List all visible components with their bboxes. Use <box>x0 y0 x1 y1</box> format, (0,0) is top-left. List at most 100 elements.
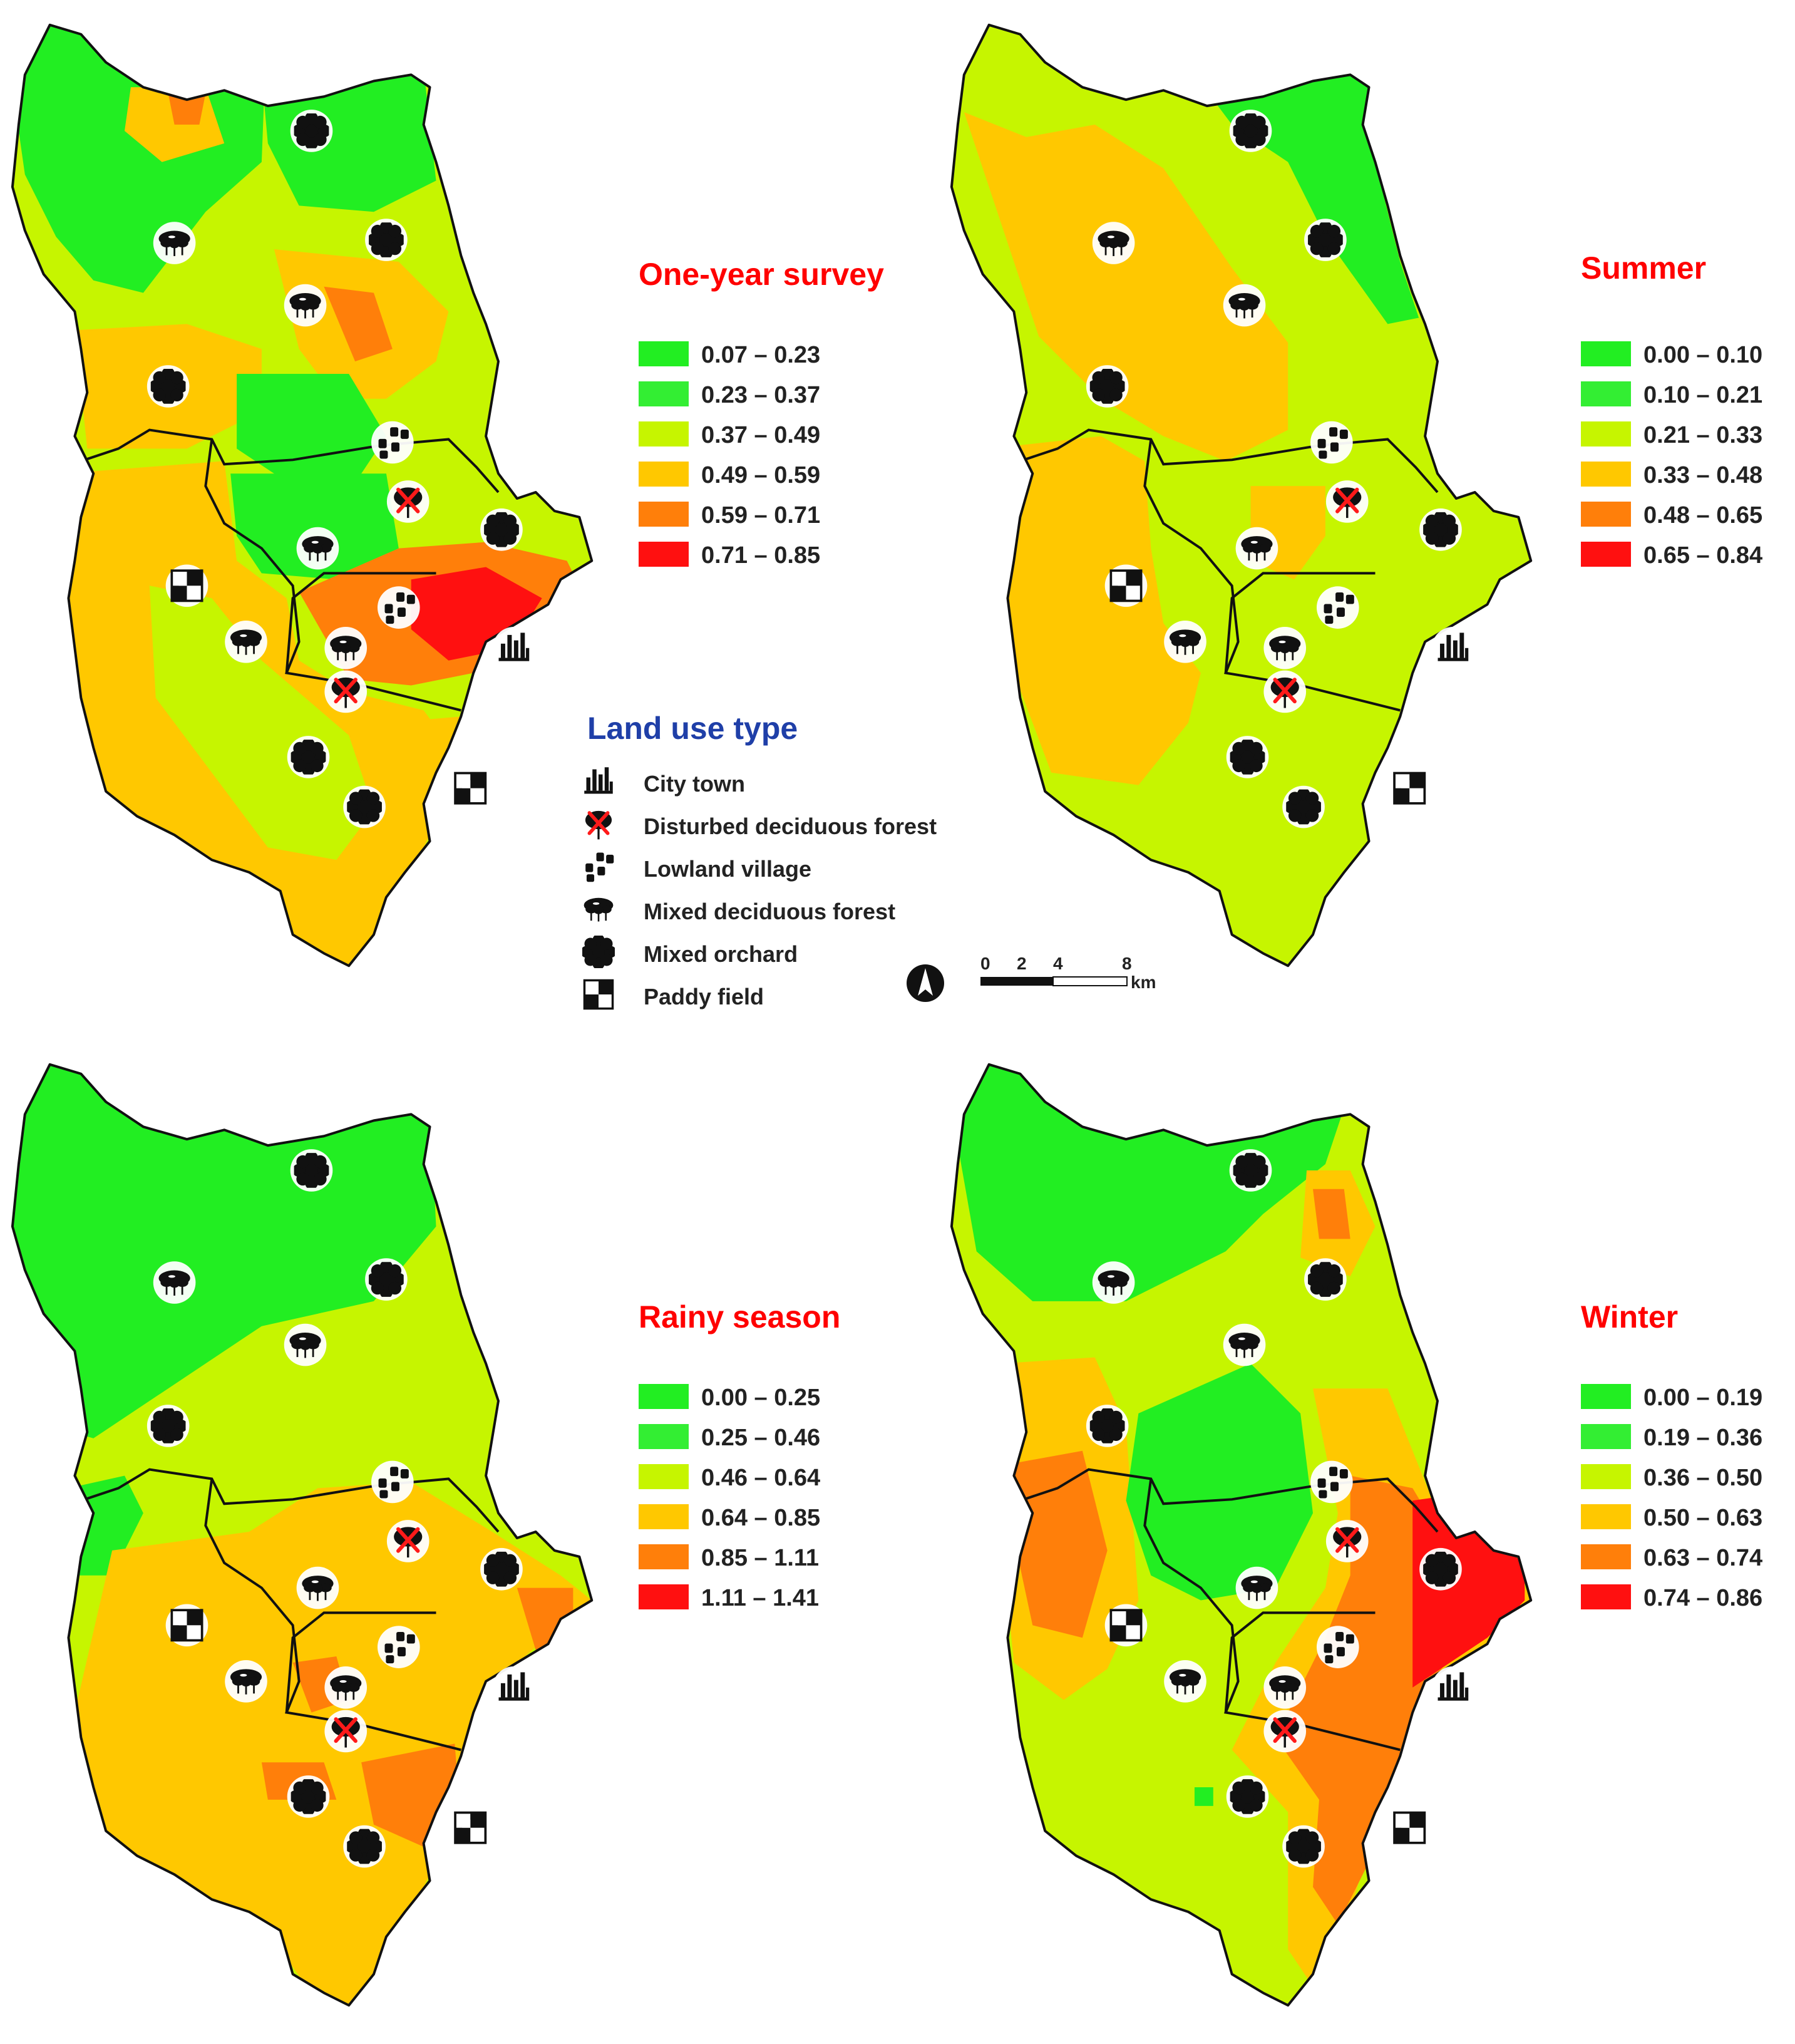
value-zone <box>1313 1189 1350 1239</box>
paddy-field-icon <box>1388 766 1431 810</box>
mixed-orchard-icon <box>480 1547 523 1591</box>
disturbed-forest-icon <box>324 1710 368 1753</box>
disturbed-forest-icon <box>386 480 429 523</box>
mixed-orchard-icon <box>147 1405 190 1447</box>
legend-swatch <box>639 1584 689 1609</box>
disturbed-forest-icon <box>1263 1710 1307 1753</box>
mixed-orchard-icon <box>1304 219 1347 261</box>
value-zone <box>168 93 206 125</box>
mixed-forest-icon <box>1164 1660 1206 1703</box>
subbasin-boundary <box>1224 572 1376 673</box>
legend-swatch <box>639 1504 689 1529</box>
mixed-orchard-icon <box>343 785 386 828</box>
legend-swatch <box>639 1424 689 1449</box>
map-rainy <box>11 1063 594 2007</box>
paddy-field-icon <box>583 979 614 1010</box>
mixed-orchard-icon <box>343 1825 386 1868</box>
mixed-orchard-icon <box>1419 1547 1462 1591</box>
land-use-item: City town <box>584 767 745 797</box>
paddy-field-icon <box>1388 1806 1431 1849</box>
subbasin-boundary <box>1019 1468 1439 1533</box>
legend-label: 0.10 – 0.21 <box>1643 382 1762 408</box>
disturbed-forest-icon <box>1263 670 1307 713</box>
subbasin-boundary <box>1224 1611 1376 1713</box>
mixed-orchard-icon <box>290 1149 333 1192</box>
legend-swatch <box>639 1544 689 1569</box>
paddy-field-icon <box>1104 564 1148 607</box>
legend-label: 0.00 – 0.19 <box>1643 1385 1762 1411</box>
value-zone <box>324 286 393 362</box>
land-use-item: Lowland village <box>585 852 811 882</box>
scale-tick-2: 2 <box>1017 954 1027 973</box>
legend-label: 0.19 – 0.36 <box>1643 1425 1762 1451</box>
mixed-forest-icon <box>1223 1323 1266 1366</box>
mixed-orchard-icon <box>582 936 615 968</box>
legend-swatch <box>1581 381 1631 406</box>
mixed-forest-icon <box>324 1666 368 1709</box>
mixed-orchard-icon <box>1419 508 1462 551</box>
land-use-item: Disturbed deciduous forest <box>585 811 937 840</box>
value-zone <box>237 374 386 487</box>
mixed-forest-icon <box>153 222 196 264</box>
mixed-orchard-icon <box>365 1258 408 1301</box>
subbasin-boundary <box>1019 428 1439 493</box>
city-town-icon <box>493 626 535 669</box>
value-legend: 0.00 – 0.10 0.10 – 0.21 0.21 – 0.33 0.33 – … <box>1581 341 1762 569</box>
land-use-label: Lowland village <box>644 856 811 882</box>
mixed-forest-icon <box>1263 1666 1307 1709</box>
mixed-orchard-icon <box>480 508 523 551</box>
legend-label: 0.59 – 0.71 <box>701 502 820 529</box>
legend-swatch <box>639 542 689 567</box>
disturbed-forest-icon <box>324 670 368 713</box>
legend-label: 0.00 – 0.25 <box>701 1385 820 1411</box>
legend-swatch <box>1581 1504 1631 1529</box>
mixed-forest-icon <box>1164 621 1206 663</box>
scale-tick-0: 0 <box>980 954 990 973</box>
mixed-orchard-icon <box>1282 1825 1325 1868</box>
legend-swatch <box>639 381 689 406</box>
mixed-forest-icon <box>225 621 267 663</box>
mixed-forest-icon <box>1092 1261 1135 1304</box>
map-winter <box>950 1063 1533 2007</box>
value-zone <box>964 112 1288 462</box>
land-use-label: Paddy field <box>644 984 764 1009</box>
value-zone <box>12 1064 436 1438</box>
mixed-orchard-icon <box>1226 1775 1269 1818</box>
value-zone <box>230 473 399 580</box>
lowland-village-icon <box>585 852 614 882</box>
legend-swatch <box>1581 1544 1631 1569</box>
scale-bar: 0 2 4 8 km <box>980 954 1156 992</box>
legend-label: 0.00 – 0.10 <box>1643 342 1762 368</box>
mixed-forest-icon <box>324 626 368 669</box>
mixed-orchard-icon <box>365 219 408 261</box>
lowland-village-icon <box>1316 1626 1359 1668</box>
legend-label: 0.25 – 0.46 <box>701 1425 820 1451</box>
subbasin-boundary <box>1143 439 1401 712</box>
mixed-forest-icon <box>1223 284 1266 327</box>
legend-label: 0.74 – 0.86 <box>1643 1585 1762 1611</box>
legend-label: 0.07 – 0.23 <box>701 342 820 368</box>
legend-label: 0.21 – 0.33 <box>1643 422 1762 448</box>
disturbed-forest-icon <box>585 811 612 840</box>
legend-label: 1.11 – 1.41 <box>701 1585 819 1611</box>
legend-label: 0.48 – 0.65 <box>1643 502 1762 529</box>
panel-rainy: Rainy season 0.00 – 0.25 0.25 – 0.46 0.46 –… <box>11 1063 840 2007</box>
subbasin-boundary <box>80 428 500 493</box>
subbasin-boundary <box>204 439 461 712</box>
land-use-legend: Land use type City town Disturbed deciduo… <box>582 711 937 1010</box>
mixed-orchard-icon <box>1226 736 1269 778</box>
legend-label: 0.64 – 0.85 <box>701 1505 820 1531</box>
mixed-orchard-icon <box>287 736 330 778</box>
lowland-village-icon <box>1310 421 1353 464</box>
mixed-orchard-icon <box>1086 365 1129 408</box>
value-zone <box>149 586 374 860</box>
mixed-forest-icon <box>1263 626 1307 669</box>
legend-swatch <box>1581 1584 1631 1609</box>
lowland-village-icon <box>1316 586 1359 629</box>
paddy-field-icon <box>165 564 208 607</box>
disturbed-forest-icon <box>1325 1520 1369 1562</box>
legend-label: 0.49 – 0.59 <box>701 462 820 488</box>
mixed-forest-icon <box>296 1566 339 1609</box>
mixed-forest-icon <box>1092 222 1135 264</box>
